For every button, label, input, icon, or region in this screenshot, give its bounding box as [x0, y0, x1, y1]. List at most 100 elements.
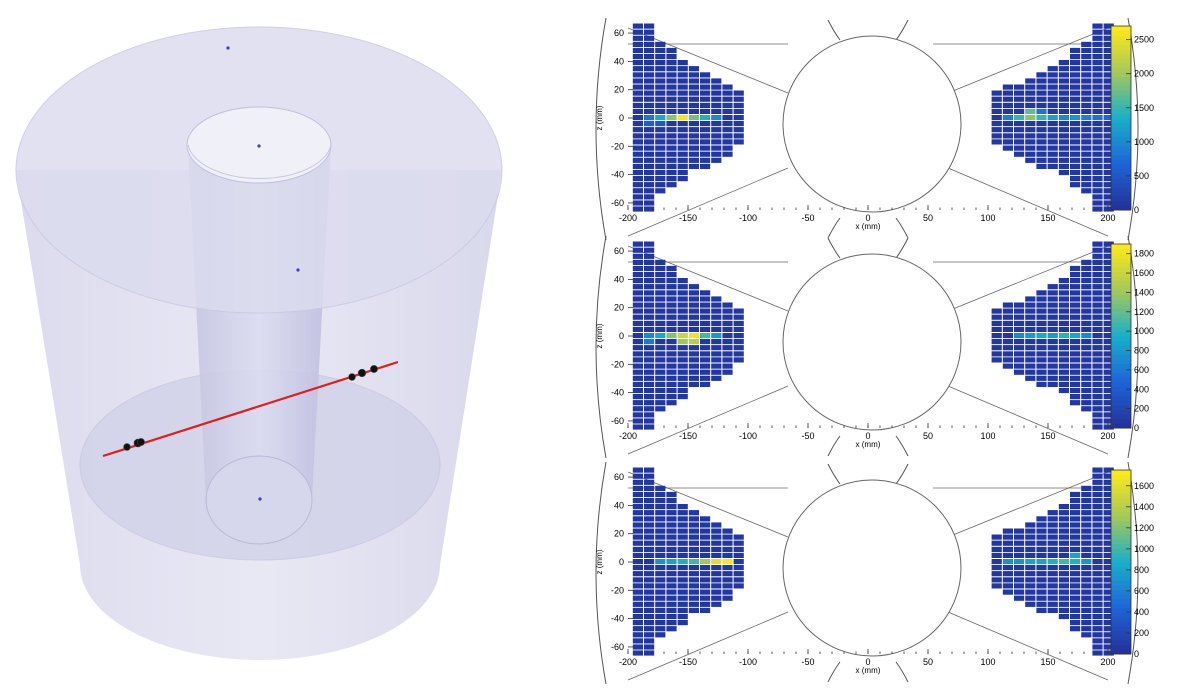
colorbar-segment [1111, 363, 1131, 369]
x-axis-label: x (mm) [856, 440, 881, 449]
detector-cell [688, 102, 699, 108]
detector-cell [644, 577, 655, 583]
detector-cell [1014, 546, 1025, 552]
detector-cell [711, 320, 722, 326]
detector-cell [1103, 394, 1114, 400]
colorbar: 0 500 1000 1500 2000 2500 [1110, 25, 1154, 215]
colorbar-segment [1111, 575, 1131, 581]
detector-cell [655, 357, 666, 363]
detector-cell [1081, 157, 1092, 163]
detector-cell [1081, 601, 1092, 607]
detector-cell [1025, 121, 1036, 127]
detector-cell [1092, 169, 1103, 176]
detector-cell [1036, 589, 1047, 595]
detector-cell [700, 552, 711, 558]
detector-cell [711, 108, 722, 114]
y-tick-label: 20 [614, 303, 624, 313]
x-tick-label: -50 [801, 657, 814, 667]
detector-cell [700, 102, 711, 108]
detector-cell [1058, 607, 1069, 613]
detector-cell [1047, 363, 1058, 369]
detector-cell [1103, 546, 1114, 552]
colorbar-segment [1111, 359, 1131, 365]
detector-cell [1070, 284, 1081, 290]
detector-cell [1036, 290, 1047, 296]
detector-cell [632, 247, 643, 253]
detector-cell [1025, 145, 1036, 151]
detector-cell [644, 583, 655, 589]
geometry-line [627, 167, 789, 237]
detector-cell [655, 151, 666, 157]
detector-cell [1058, 121, 1069, 127]
detector-cell [632, 272, 643, 278]
detector-cell [644, 206, 655, 212]
detector-cell [655, 571, 666, 577]
detector-cell [1070, 314, 1081, 320]
detector-cell [1092, 333, 1103, 339]
detector-cell [644, 357, 655, 363]
detector-cell [688, 139, 699, 145]
y-tick-label: -20 [611, 359, 624, 369]
detector-cell [1058, 96, 1069, 102]
y-tick-label: 60 [614, 28, 624, 38]
detector-cell [677, 589, 688, 595]
colorbar-segment [1111, 386, 1131, 392]
detector-cell [655, 504, 666, 510]
colorbar-segment [1111, 589, 1131, 595]
detector-cell [1092, 296, 1103, 302]
detector-cell [711, 90, 722, 96]
detector-cell [688, 284, 699, 290]
detector-cell [711, 528, 722, 534]
detector-cell [1002, 559, 1013, 565]
detector-cell [1081, 272, 1092, 278]
detector-cell [644, 638, 655, 644]
detector-cell [677, 60, 688, 66]
hit-point [348, 373, 356, 381]
detector-cell [688, 308, 699, 314]
detector-cell [711, 333, 722, 339]
detector-cell [733, 577, 744, 583]
detector-cell [1002, 326, 1013, 332]
detector-cell [644, 253, 655, 259]
detector-cell [655, 302, 666, 308]
detector-cell [1070, 151, 1081, 157]
detector-cell [1047, 552, 1058, 558]
detector-cell [722, 345, 733, 351]
x-tick-label: 50 [923, 657, 933, 667]
detector-cell [655, 534, 666, 540]
detector-cell [1036, 601, 1047, 607]
colorbar-segment [1111, 35, 1131, 41]
detector-cell [666, 54, 677, 60]
detector-cell [1103, 35, 1114, 41]
x-tick-label: 100 [980, 213, 995, 223]
detector-cell [688, 589, 699, 595]
detector-cell [632, 394, 643, 400]
detector-cell [1014, 133, 1025, 139]
detector-cell [1025, 583, 1036, 589]
detector-cell [632, 638, 643, 644]
detector-cell [1081, 259, 1092, 265]
detector-cell [1103, 96, 1114, 102]
detector-cell [655, 90, 666, 96]
detector-cell [1081, 151, 1092, 157]
geometry-line [947, 245, 1109, 312]
detector-cell [700, 145, 711, 151]
colorbar-frame [1110, 25, 1132, 211]
detector-cell [1025, 333, 1036, 339]
detector-cell [1002, 121, 1013, 127]
colorbar-segment [1111, 409, 1131, 415]
detector-cell [1103, 176, 1114, 182]
detector-cell [722, 583, 733, 589]
detector-cell [700, 308, 711, 314]
detector-cell [644, 418, 655, 424]
detector-cell [632, 290, 643, 296]
colorbar-segment [1111, 67, 1131, 73]
detector-cell [1047, 381, 1058, 387]
colorbar: 0 200 400 600 800 1000 1200 1400 1600 [1110, 469, 1154, 659]
detector-cell [1103, 357, 1114, 363]
detector-cell [666, 290, 677, 296]
colorbar-segment [1111, 331, 1131, 337]
x-tick-label: 50 [923, 213, 933, 223]
detector-cell [1103, 72, 1114, 78]
detector-cell [666, 102, 677, 108]
